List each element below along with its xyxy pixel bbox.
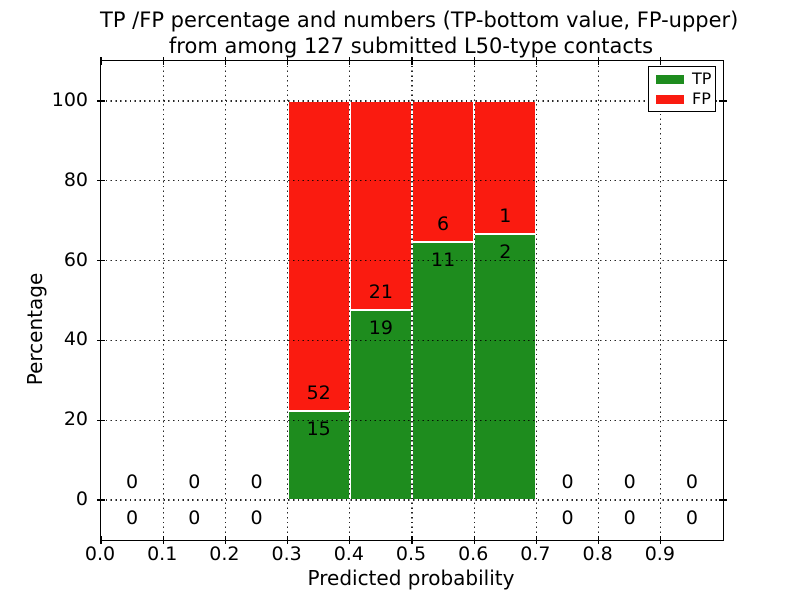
fp-count-label: 0 — [250, 471, 263, 494]
x-gridline — [224, 61, 227, 540]
tp-count-label: 2 — [499, 240, 512, 263]
fp-count-label: 0 — [188, 471, 201, 494]
x-gridline — [162, 61, 164, 540]
x-tick-label: 0.9 — [644, 543, 675, 565]
x-tick-bottom — [349, 536, 351, 544]
y-tick-left — [97, 419, 105, 421]
legend: TP FP — [648, 66, 716, 112]
x-tick-top — [286, 57, 289, 65]
tp-count-label: 19 — [368, 317, 393, 340]
y-tick-label: 100 — [51, 88, 88, 111]
x-tick-bottom — [162, 536, 164, 544]
fp-count-label: 0 — [623, 471, 636, 494]
y-tick-label: 20 — [63, 408, 88, 431]
chart-title: TP /FP percentage and numbers (TP-bottom… — [100, 7, 739, 59]
fp-count-label: 0 — [561, 471, 574, 494]
bar-fp-segment — [287, 100, 350, 411]
x-tick-bottom — [597, 536, 600, 544]
x-tick-label: 0.2 — [209, 543, 240, 565]
bar-fp-segment — [349, 100, 412, 311]
x-tick-top — [162, 57, 164, 65]
bar-tp-segment — [349, 310, 412, 501]
chart-title-line1: TP /FP percentage and numbers (TP-bottom… — [100, 8, 739, 32]
fp-count-label: 52 — [306, 381, 331, 404]
bar-tp-segment — [474, 233, 537, 501]
tp-count-label: 0 — [126, 507, 139, 530]
x-gridline — [597, 61, 600, 540]
fp-count-label: 6 — [437, 212, 450, 235]
y-tick-right — [719, 419, 727, 421]
legend-item-fp: FP — [656, 91, 715, 107]
x-tick-label: 0.0 — [84, 543, 116, 565]
bar-tp-segment — [412, 241, 475, 501]
x-tick-bottom — [660, 536, 662, 544]
x-tick-label: 0.1 — [147, 543, 178, 565]
tp-color-swatch — [656, 74, 684, 84]
y-tick-label: 40 — [63, 328, 88, 351]
x-axis-label: Predicted probability — [307, 566, 515, 590]
x-tick-label: 0.3 — [271, 543, 302, 565]
tp-count-label: 11 — [431, 248, 456, 271]
tp-count-label: 0 — [250, 507, 263, 530]
x-tick-top — [473, 57, 475, 65]
x-tick-top — [597, 57, 600, 65]
tp-count-label: 0 — [561, 507, 574, 530]
x-tick-label: 0.7 — [520, 543, 551, 565]
x-tick-label: 0.6 — [458, 543, 489, 565]
y-tick-left — [97, 259, 105, 262]
x-tick-bottom — [473, 536, 475, 544]
tp-count-label: 0 — [623, 507, 636, 530]
x-tick-label: 0.8 — [582, 543, 613, 565]
y-tick-label: 80 — [63, 168, 88, 191]
x-tick-bottom — [100, 536, 102, 544]
fp-count-label: 21 — [368, 281, 393, 304]
tp-count-label: 0 — [188, 507, 201, 530]
y-tick-left — [97, 499, 105, 501]
y-tick-right — [719, 499, 727, 501]
x-tick-top — [660, 57, 662, 65]
x-gridline — [473, 61, 475, 540]
y-tick-right — [719, 180, 727, 182]
x-gridline — [535, 61, 538, 540]
x-gridline — [411, 61, 413, 540]
x-tick-bottom — [535, 536, 538, 544]
x-tick-top — [100, 57, 102, 65]
x-tick-bottom — [411, 536, 413, 544]
x-tick-top — [349, 57, 351, 65]
y-tick-left — [97, 100, 105, 102]
fp-count-label: 0 — [685, 471, 698, 494]
x-tick-bottom — [224, 536, 227, 544]
tp-count-label: 0 — [685, 507, 698, 530]
y-tick-label: 0 — [75, 488, 88, 511]
x-tick-label: 0.5 — [395, 543, 427, 565]
x-gridline — [349, 61, 351, 540]
legend-item-tp: TP — [656, 71, 715, 87]
y-tick-left — [97, 180, 105, 182]
y-tick-right — [719, 259, 727, 262]
chart-title-line2: from among 127 submitted L50-type contac… — [168, 34, 654, 58]
y-tick-right — [719, 100, 727, 102]
legend-label-fp: FP — [692, 89, 711, 108]
x-gridline — [660, 61, 662, 540]
fp-count-label: 0 — [126, 471, 139, 494]
tp-count-label: 15 — [306, 417, 331, 440]
x-tick-top — [224, 57, 227, 65]
y-tick-right — [719, 339, 727, 342]
fp-count-label: 1 — [499, 204, 512, 227]
plot-area: TP FP 0 0 0 0 0 0 52 15 21 19 6 11 1 2 0 0 0 0 0 0 — [97, 57, 727, 544]
x-tick-top — [535, 57, 538, 65]
x-tick-top — [411, 57, 413, 65]
legend-label-tp: TP — [692, 69, 712, 88]
y-tick-left — [97, 339, 105, 342]
x-gridline — [286, 61, 289, 540]
x-tick-bottom — [286, 536, 289, 544]
fp-color-swatch — [656, 94, 684, 104]
x-tick-label: 0.4 — [333, 543, 364, 565]
y-tick-label: 60 — [63, 248, 88, 271]
